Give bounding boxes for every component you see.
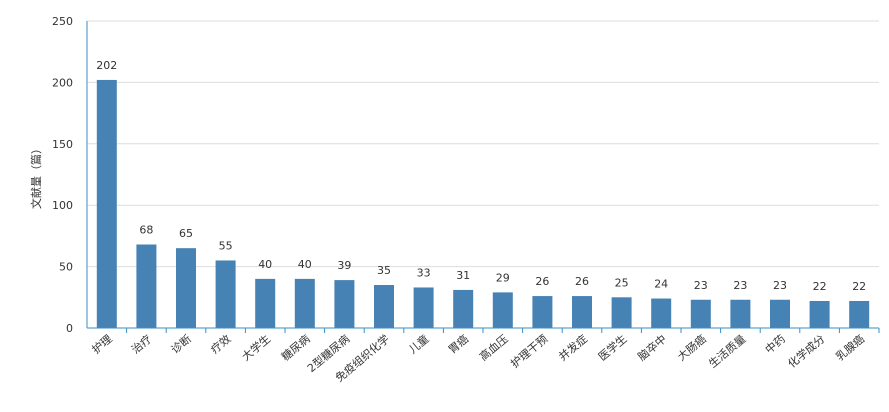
- x-tick-label: 胃癌: [445, 332, 471, 357]
- bar: [215, 260, 236, 328]
- x-tick-label: 儿童: [406, 332, 432, 357]
- bar: [572, 296, 592, 328]
- bar: [136, 244, 157, 328]
- y-tick-label: 100: [52, 199, 73, 212]
- x-tick-label: 并发症: [556, 332, 590, 364]
- bar: [294, 278, 315, 328]
- bar: [770, 299, 790, 328]
- x-tick-label: 疗效: [208, 332, 234, 357]
- bar: [611, 297, 632, 328]
- data-label: 29: [496, 271, 510, 284]
- x-tick-label: 高血压: [476, 332, 510, 364]
- data-label: 40: [258, 258, 272, 271]
- y-tick-label: 250: [52, 15, 73, 28]
- data-label: 22: [813, 280, 827, 293]
- data-label: 24: [654, 278, 668, 291]
- y-tick-label: 150: [52, 138, 73, 151]
- bars: 202 68 65 55 40 40 39 35 33 31 29 26 26 25 24 23 23 23 22 2…: [96, 59, 870, 328]
- data-label: 22: [852, 280, 866, 293]
- bar: [334, 280, 355, 328]
- y-tick-label: 200: [52, 76, 73, 89]
- data-label: 40: [298, 258, 312, 271]
- data-label: 26: [535, 275, 549, 288]
- x-tick-label: 护理: [89, 332, 115, 357]
- x-tick-label: 脑卒中: [635, 332, 669, 364]
- data-label: 26: [575, 275, 589, 288]
- bar: [690, 299, 711, 328]
- x-tick-label: 糖尿病: [278, 332, 312, 364]
- data-label: 23: [733, 279, 747, 292]
- x-tick-label: 乳腺癌: [833, 332, 867, 364]
- data-label: 35: [377, 264, 391, 277]
- x-tick-label: 大肠癌: [674, 332, 708, 364]
- x-tick-label: 诊断: [168, 332, 194, 357]
- y-tick-label: 50: [59, 261, 73, 274]
- bar: [532, 296, 553, 328]
- bar: [255, 278, 276, 328]
- bar: [730, 299, 751, 328]
- data-label: 65: [179, 227, 193, 240]
- x-tick-label: 化学成分: [785, 332, 828, 371]
- data-label: 202: [96, 59, 117, 72]
- bar: [374, 285, 394, 328]
- bar: [453, 289, 474, 328]
- x-tick-label: 生活质量: [706, 332, 749, 371]
- bar: [809, 300, 830, 328]
- bar: [651, 298, 672, 328]
- data-label: 25: [615, 276, 629, 289]
- x-tick-label: 治疗: [128, 332, 154, 357]
- y-axis-title: 文献量（篇）: [29, 143, 43, 209]
- data-label: 31: [456, 269, 470, 282]
- bar: [176, 248, 196, 328]
- grid-lines: [87, 20, 879, 268]
- data-label: 68: [139, 223, 153, 236]
- bar: [96, 79, 117, 328]
- data-label: 39: [337, 259, 351, 272]
- x-tick-label: 大学生: [239, 332, 273, 364]
- bar: [849, 300, 870, 328]
- bar: [492, 292, 513, 328]
- x-tick-label: 中药: [763, 332, 788, 356]
- x-tick-label: 护理干预: [508, 332, 551, 371]
- data-label: 55: [219, 239, 233, 252]
- y-tick-label: 0: [66, 322, 73, 335]
- data-label: 33: [417, 266, 431, 279]
- data-label: 23: [694, 279, 708, 292]
- data-label: 23: [773, 279, 787, 292]
- bar: [413, 287, 434, 328]
- x-tick-label: 医学生: [595, 332, 629, 364]
